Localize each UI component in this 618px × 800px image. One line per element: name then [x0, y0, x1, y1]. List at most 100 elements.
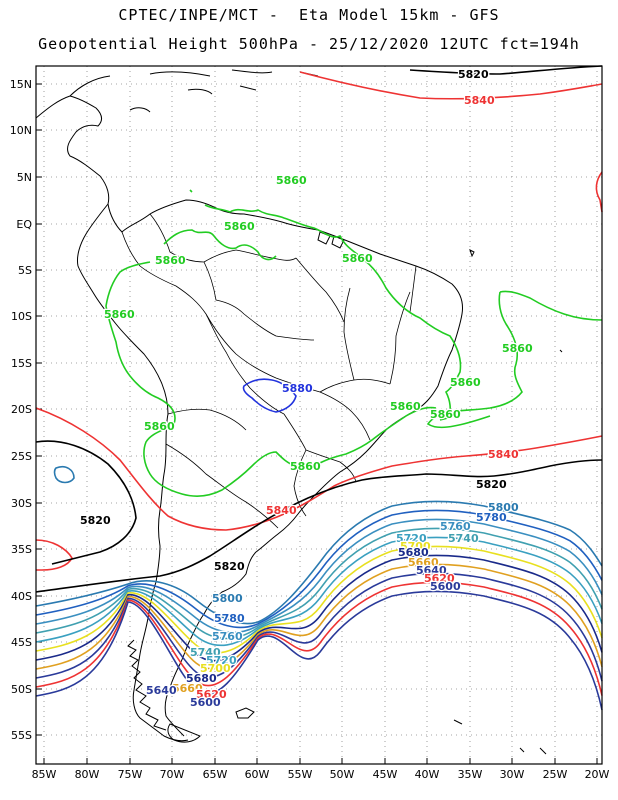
lon-tick-label: 25W [543, 768, 568, 781]
contour-label-l5720_w: 5720 [206, 654, 237, 667]
contour-label-l5740_w: 5740 [190, 646, 221, 659]
chart-title-line1: CPTEC/INPE/MCT - Eta Model 15km - GFS [118, 6, 500, 24]
contour-label-l5780_w: 5780 [214, 612, 245, 625]
lat-tick-label: 35S [11, 543, 32, 556]
contour-label-l5660_e: 5660 [408, 556, 439, 569]
contour-label-l5660_w: 5660 [172, 682, 203, 695]
contour-label-l5740_e: 5740 [448, 532, 479, 545]
contour-label-l5640_w: 5640 [146, 684, 177, 697]
contour-label-l5840_top: 5840 [464, 94, 495, 107]
contour-label-l5860_amazon3: 5860 [342, 252, 373, 265]
lon-tick-label: 50W [330, 768, 355, 781]
contour-label-l5800_w: 5800 [212, 592, 243, 605]
contour-5840-top [299, 71, 603, 100]
contour-label-l5820_arg: 5820 [214, 560, 245, 573]
lat-tick-label: 5N [17, 171, 32, 184]
contour-labels: 5820 5840 5860 5860 5860 5860 5860 5880 5860 5860… [79, 67, 534, 711]
contour-label-l5860_chile: 5860 [290, 460, 321, 473]
contour-label-l5700_w: 5700 [200, 662, 231, 675]
lat-tick-label: 15N [10, 78, 32, 91]
lon-tick-label: 65W [203, 768, 228, 781]
lat-tick-label: 40S [11, 590, 32, 603]
contour-5880-bolivia [242, 378, 297, 413]
contour-label-l5880_bolivia: 5880 [282, 382, 313, 395]
lat-tick-label: 30S [11, 497, 32, 510]
lon-tick-label: 75W [118, 768, 143, 781]
lat-tick-label: 5S [18, 264, 32, 277]
contour-label-l5640_e: 5640 [416, 564, 447, 577]
contour-label-l5600_e: 5600 [430, 580, 461, 593]
contour-label-l5860_atl2: 5860 [450, 376, 481, 389]
lon-tick-label: 60W [245, 768, 270, 781]
lat-tick-label: 25S [11, 450, 32, 463]
contour-band-5640 [35, 572, 603, 682]
lon-tick-label: 55W [288, 768, 313, 781]
contour-label-l5840_ne: 5840 [488, 448, 519, 461]
contour-5800-blob [53, 465, 75, 484]
contour-5860-amazon-inner [163, 229, 277, 261]
map-frame [35, 65, 603, 765]
contour-label-l5800_e: 5800 [488, 501, 519, 514]
contour-label-l5860_amazon1: 5860 [276, 174, 307, 187]
contour-5840-right [595, 171, 603, 213]
contour-label-l5700_e: 5700 [400, 540, 431, 553]
contour-label-l5680_e: 5680 [398, 546, 429, 559]
lon-tick-label: 85W [32, 768, 57, 781]
lon-tick-label: 45W [373, 768, 398, 781]
contour-label-l5780_e: 5780 [476, 511, 507, 524]
contour-label-l5720_e: 5720 [396, 532, 427, 545]
contour-band-5760 [35, 518, 603, 634]
contour-band-5800 [35, 500, 603, 625]
contour-band-5660 [35, 563, 603, 670]
contour-label-l5860_west: 5860 [155, 254, 186, 267]
contour-5860-south [105, 261, 437, 497]
contour-5820-main [35, 440, 603, 593]
lat-tick-label: 50S [11, 683, 32, 696]
contour-label-l5600_w: 5600 [190, 696, 221, 709]
contour-label-l5820_top: 5820 [458, 68, 489, 81]
lon-tick-label: 70W [160, 768, 185, 781]
contour-band-5720 [35, 536, 603, 647]
lon-tick-label: 40W [415, 768, 440, 781]
lat-tick-label: 20S [11, 403, 32, 416]
lat-tick-label: 45S [11, 636, 32, 649]
contour-band-5600 [35, 590, 603, 711]
contour-5860-atl [426, 291, 523, 429]
chart-title-line2: Geopotential Height 500hPa - 25/12/2020 … [38, 35, 580, 53]
contour-label-l5860_atl1: 5860 [502, 342, 533, 355]
lon-tick-label: 35W [458, 768, 483, 781]
contour-label-l5840_uy: 5840 [266, 504, 297, 517]
contour-label-l5860_atl3: 5860 [430, 408, 461, 421]
contour-label-l5760_e: 5760 [440, 520, 471, 533]
lat-tick-label: 15S [11, 357, 32, 370]
contour-band-5780 [35, 509, 603, 629]
lon-tick-label: 80W [75, 768, 100, 781]
contour-label-l5620_e: 5620 [424, 572, 455, 585]
contour-5860-amazon [189, 189, 462, 421]
contour-label-l5760_w: 5760 [212, 630, 243, 643]
contour-layer [35, 65, 603, 711]
lat-tick-label: 55S [11, 729, 32, 742]
contour-label-l5860_sbr: 5860 [390, 400, 421, 413]
contour-label-l5860_amazon2: 5860 [224, 220, 255, 233]
lon-tick-label: 20W [585, 768, 610, 781]
contour-5840-west-blob [35, 539, 73, 571]
contour-label-l5680_w: 5680 [186, 672, 217, 685]
contour-band-5680 [35, 554, 603, 662]
contour-5820-top [409, 65, 603, 75]
contour-label-l5820_ne: 5820 [476, 478, 507, 491]
contour-label-l5820_w: 5820 [80, 514, 111, 527]
lat-tick-label: EQ [16, 218, 32, 231]
contour-5840-main [35, 407, 603, 531]
contour-label-l5620_w: 5620 [196, 688, 227, 701]
lat-tick-label: 10S [11, 310, 32, 323]
lat-tick-label: 10N [10, 124, 32, 137]
contour-label-l5860_chaco: 5860 [144, 420, 175, 433]
axis-ticks: 15N 10N 5N EQ 5S 10S 15S 20S 25S 30S 35S 40S 45S 50S 5… [10, 78, 610, 781]
map-area [36, 66, 602, 764]
contour-label-l5860_peru: 5860 [104, 308, 135, 321]
contour-5860-atl-top [499, 290, 603, 321]
contour-band-5700 [35, 545, 603, 654]
contour-band-5740 [35, 527, 603, 640]
